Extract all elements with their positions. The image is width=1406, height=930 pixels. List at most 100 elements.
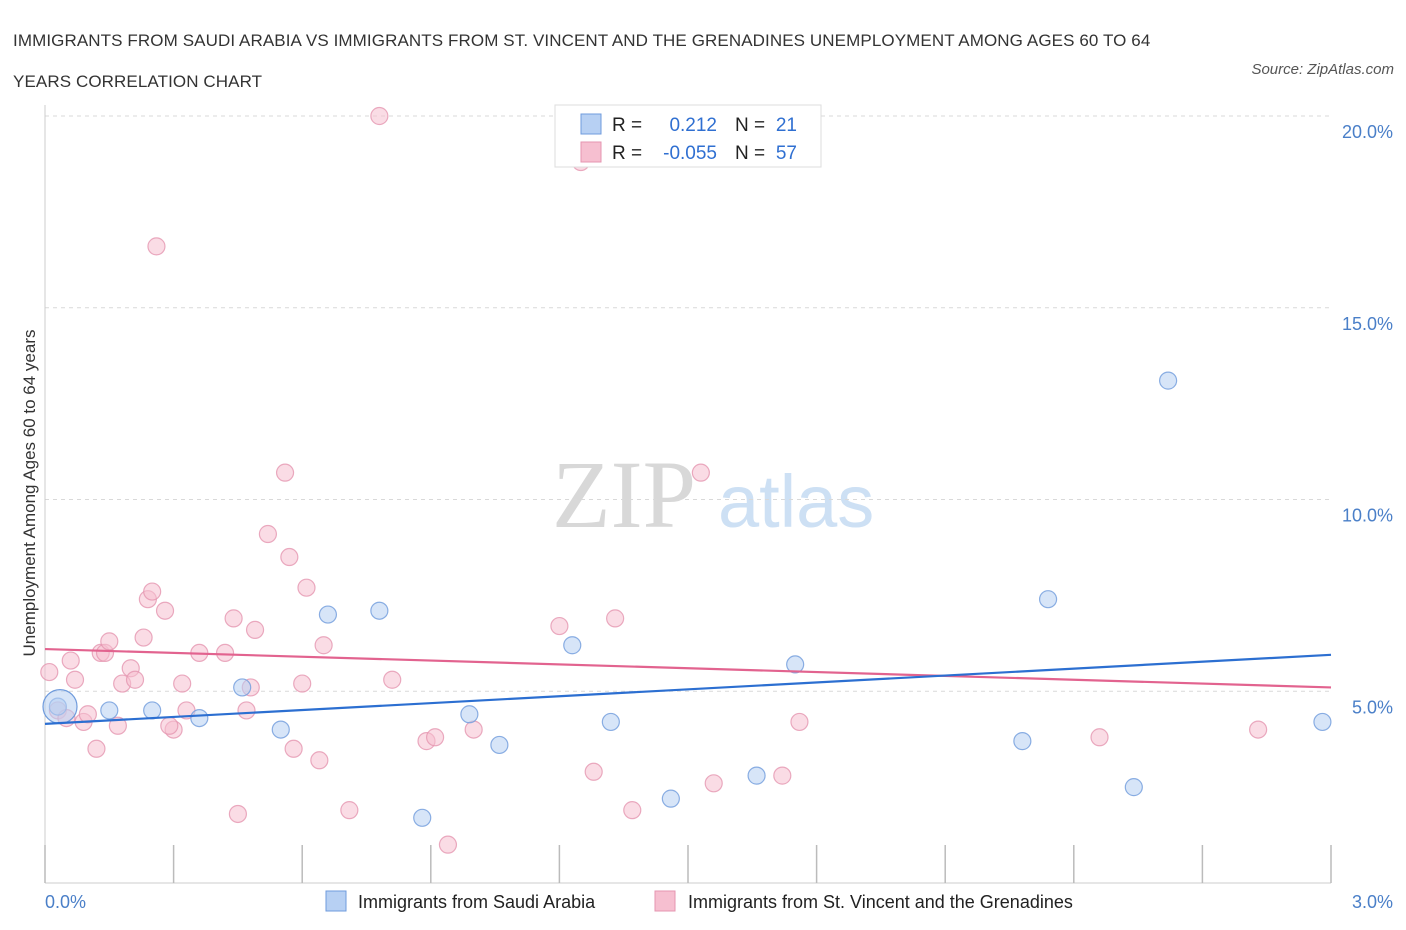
- st-vincent-point-42: [425, 728, 445, 747]
- saudi-arabia-point-20: [1313, 712, 1332, 732]
- st-vincent-point-40: [383, 670, 402, 689]
- saudi-arabia-point-2: [143, 701, 162, 720]
- st-vincent-point-53: [790, 712, 809, 732]
- st-vincent-point-37: [314, 636, 333, 655]
- legend-swatch-pink: [580, 141, 602, 163]
- series-legend-swatch-blue: [325, 890, 347, 912]
- saudi-arabia-point-8: [413, 808, 432, 827]
- series-saudi-arabia-points: [42, 371, 1332, 827]
- y-tick-label-3: 20.0%: [1342, 122, 1393, 142]
- saudi-arabia-point-15: [786, 655, 805, 674]
- st-vincent-point-3: [61, 651, 80, 670]
- y-axis-label: Unemployment Among Ages 60 to 64 years: [20, 330, 39, 657]
- saudi-arabia-point-18: [1124, 778, 1143, 797]
- st-vincent-point-39: [370, 106, 389, 126]
- series-legend-label-blue: Immigrants from Saudi Arabia: [358, 892, 596, 912]
- st-vincent-point-34: [293, 674, 312, 693]
- st-vincent-point-45: [550, 616, 569, 636]
- st-vincent-point-32: [280, 547, 299, 567]
- st-vincent-trend-line: [44, 647, 1332, 689]
- st-vincent-point-14: [125, 670, 145, 689]
- st-vincent-point-52: [773, 766, 792, 785]
- st-vincent-point-36: [310, 751, 329, 770]
- saudi-arabia-point-14: [747, 766, 766, 785]
- st-vincent-point-47: [584, 762, 603, 781]
- watermark-zip: ZIP: [552, 441, 696, 548]
- st-vincent-point-38: [340, 801, 359, 820]
- st-vincent-point-4: [65, 670, 85, 689]
- st-vincent-point-24: [215, 643, 235, 663]
- saudi-arabia-point-9: [460, 705, 479, 724]
- series-st-vincent-points: [40, 106, 1268, 854]
- st-vincent-point-0: [40, 662, 59, 682]
- trend-lines: [44, 647, 1332, 725]
- st-vincent-point-31: [275, 463, 295, 482]
- st-vincent-point-30: [258, 524, 278, 544]
- chart-title: IMMIGRANTS FROM SAUDI ARABIA VS IMMIGRAN…: [13, 31, 1151, 91]
- grid-lines: [45, 115, 1331, 692]
- y-tick-labels: 5.0% 10.0% 15.0% 20.0%: [1342, 122, 1393, 717]
- legend-n-value-1: 21: [776, 115, 797, 136]
- st-vincent-point-17: [143, 582, 162, 601]
- st-vincent-point-33: [284, 739, 303, 758]
- y-tick-label-0: 5.0%: [1352, 697, 1393, 717]
- legend-r-value-1: 0.212: [669, 115, 717, 136]
- saudi-arabia-point-13: [661, 789, 680, 808]
- st-vincent-point-48: [606, 609, 625, 628]
- series-legend: Immigrants from Saudi Arabia Immigrants …: [325, 890, 1073, 912]
- st-vincent-point-15: [134, 628, 153, 647]
- legend-r-label-1: R =: [612, 115, 642, 136]
- correlation-legend: R = 0.212 N = 21 R = -0.055 N = 57: [554, 104, 822, 168]
- saudi-arabia-point-7: [370, 601, 389, 620]
- legend-r-label-2: R =: [612, 143, 642, 164]
- legend-swatch-blue: [580, 113, 602, 135]
- st-vincent-point-11: [108, 716, 127, 735]
- y-tick-label-2: 15.0%: [1342, 314, 1393, 334]
- st-vincent-point-49: [623, 801, 642, 820]
- legend-n-label-1: N =: [735, 115, 765, 136]
- watermark-atlas: atlas: [718, 460, 874, 543]
- st-vincent-point-29: [245, 620, 265, 639]
- saudi-arabia-point-5: [271, 720, 290, 739]
- series-legend-label-pink: Immigrants from St. Vincent and the Gren…: [688, 892, 1073, 912]
- y-tick-label-1: 10.0%: [1342, 506, 1393, 526]
- source-label: Source: ZipAtlas.com: [1251, 61, 1394, 78]
- st-vincent-point-25: [224, 609, 243, 628]
- st-vincent-point-21: [173, 674, 192, 693]
- st-vincent-point-18: [147, 237, 166, 256]
- st-vincent-point-7: [87, 739, 106, 758]
- st-vincent-point-43: [438, 835, 458, 854]
- saudi-arabia-point-16: [1013, 732, 1032, 751]
- st-vincent-point-56: [160, 716, 179, 735]
- legend-n-label-2: N =: [735, 143, 765, 164]
- x-tick-label-0: 0.0%: [45, 892, 86, 912]
- st-vincent-point-55: [1249, 720, 1268, 739]
- st-vincent-point-26: [228, 804, 247, 824]
- x-tick-labels: 0.0% 3.0%: [45, 892, 1393, 912]
- saudi-arabia-large-point: [42, 688, 78, 725]
- saudi-arabia-point-12: [601, 712, 620, 732]
- st-vincent-point-27: [237, 701, 256, 720]
- saudi-arabia-point-1: [100, 701, 119, 720]
- axes: [44, 105, 1332, 884]
- saudi-arabia-point-19: [1159, 371, 1178, 390]
- st-vincent-point-54: [1090, 728, 1109, 747]
- st-vincent-point-35: [297, 578, 316, 597]
- st-vincent-point-6: [78, 705, 97, 724]
- series-legend-swatch-pink: [654, 890, 676, 912]
- saudi-arabia-point-11: [563, 636, 582, 655]
- x-tick-label-1: 3.0%: [1352, 892, 1393, 912]
- legend-r-value-2: -0.055: [663, 143, 717, 164]
- saudi-arabia-point-10: [490, 735, 509, 755]
- st-vincent-point-19: [155, 601, 175, 620]
- saudi-arabia-trend-line: [44, 653, 1332, 725]
- st-vincent-point-51: [704, 774, 723, 793]
- saudi-arabia-point-4: [233, 678, 252, 697]
- saudi-arabia-point-3: [190, 708, 209, 728]
- saudi-arabia-point-6: [318, 605, 338, 624]
- saudi-arabia-point-17: [1038, 590, 1058, 609]
- st-vincent-point-10: [100, 632, 119, 651]
- legend-n-value-2: 57: [776, 143, 797, 164]
- st-vincent-point-44: [464, 720, 483, 739]
